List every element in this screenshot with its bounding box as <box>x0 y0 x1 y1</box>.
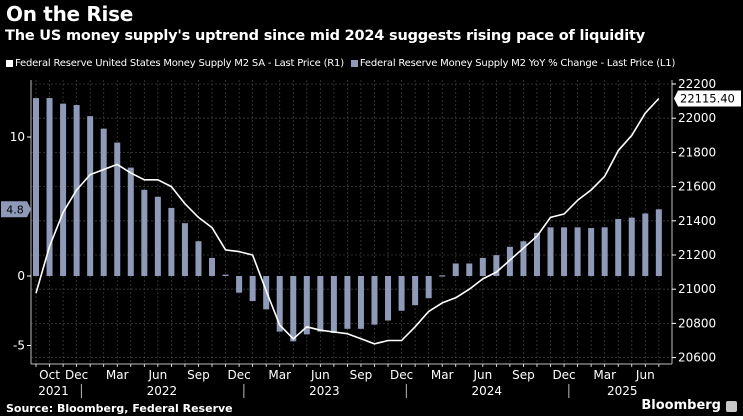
left-axis-tick-label: 10 <box>10 130 25 144</box>
bar-m2-yoy <box>344 276 351 329</box>
source-note: Source: Bloomberg, Federal Reserve <box>6 402 233 415</box>
bar-m2-yoy <box>46 98 53 276</box>
x-axis-year-label: 2021 <box>38 384 69 398</box>
right-axis-tick-label: 21800 <box>678 145 716 159</box>
brand-logo-text: Bloomberg <box>641 398 721 413</box>
legend-label: Federal Reserve Money Supply M2 YoY % Ch… <box>359 58 676 69</box>
bar-m2-yoy <box>479 257 486 276</box>
bar-m2-yoy <box>330 276 337 333</box>
bar-m2-yoy <box>357 276 364 329</box>
bar-m2-yoy <box>33 98 39 276</box>
bar-m2-yoy <box>222 274 229 276</box>
last-value-badge-right <box>674 90 741 107</box>
bar-m2-yoy <box>60 103 67 276</box>
bar-m2-yoy <box>601 227 608 276</box>
chart-subtitle: The US money supply's uptrend since mid … <box>5 28 645 44</box>
bar-m2-yoy <box>168 207 175 276</box>
bar-m2-yoy <box>615 219 622 276</box>
x-axis-month-label: Oct <box>39 368 60 382</box>
x-axis-month-label: Dec <box>552 368 575 382</box>
bar-m2-yoy <box>290 276 297 342</box>
bar-m2-yoy <box>154 196 161 276</box>
x-axis-month-label: Mar <box>593 368 616 382</box>
bar-m2-yoy <box>127 167 134 276</box>
x-axis-month-label: Jun <box>310 368 330 382</box>
bar-m2-yoy <box>303 276 310 335</box>
right-axis-tick-label: 22000 <box>678 111 716 125</box>
x-axis-month-label: Jun <box>472 368 492 382</box>
bar-m2-yoy <box>236 276 243 293</box>
x-axis-month-label: Mar <box>268 368 291 382</box>
legend: Federal Reserve United States Money Supp… <box>6 58 682 69</box>
bar-m2-yoy <box>452 263 459 276</box>
bloomberg-chart-icon <box>726 401 737 412</box>
bar-m2-yoy <box>371 276 378 325</box>
legend-label: Federal Reserve United States Money Supp… <box>15 58 344 69</box>
line-m2-level <box>35 97 660 345</box>
bar-m2-yoy <box>574 227 581 276</box>
right-axis-tick-label: 20600 <box>678 351 716 365</box>
x-axis-month-label: Dec <box>227 368 250 382</box>
bar-m2-yoy <box>642 213 649 276</box>
x-axis-year-label: 2022 <box>147 384 178 398</box>
right-axis-tick-label: 21000 <box>678 282 716 296</box>
bar-m2-yoy <box>195 241 202 276</box>
x-axis-month-label: Sep <box>187 368 210 382</box>
right-axis-tick-label: 20800 <box>678 316 716 330</box>
bar-m2-yoy <box>398 276 405 311</box>
bar-m2-yoy <box>141 189 148 276</box>
right-axis-tick-label: 21200 <box>678 248 716 262</box>
bar-m2-yoy <box>547 227 554 276</box>
bar-m2-yoy <box>655 209 662 276</box>
bar-m2-yoy <box>209 257 216 276</box>
bar-m2-yoy <box>466 263 473 276</box>
right-axis-tick-label: 21400 <box>678 214 716 228</box>
bar-m2-yoy <box>100 128 107 276</box>
legend-item-m2-level: Federal Reserve United States Money Supp… <box>6 58 344 69</box>
left-axis-tick-label: -5 <box>13 339 25 353</box>
x-axis-year-label: 2025 <box>607 384 638 398</box>
bar-m2-yoy <box>425 276 432 299</box>
bar-m2-yoy <box>588 228 595 276</box>
x-axis-month-label: Dec <box>65 368 88 382</box>
bar-m2-yoy <box>87 116 94 277</box>
x-axis-month-label: Dec <box>390 368 413 382</box>
bar-m2-yoy <box>493 255 500 276</box>
x-axis-month-label: Sep <box>512 368 535 382</box>
bar-m2-yoy <box>506 246 513 276</box>
x-axis-month-label: Mar <box>106 368 129 382</box>
bar-m2-yoy <box>520 241 527 276</box>
bar-m2-yoy <box>412 276 419 306</box>
last-value-badge-left <box>1 201 31 218</box>
bar-m2-yoy <box>317 276 324 332</box>
x-axis-month-label: Sep <box>350 368 373 382</box>
bar-m2-yoy <box>628 217 635 276</box>
legend-item-m2-yoy: Federal Reserve Money Supply M2 YoY % Ch… <box>350 58 676 69</box>
x-axis-month-label: Jun <box>147 368 167 382</box>
bar-m2-yoy <box>533 232 540 276</box>
legend-swatch-bar <box>350 60 358 67</box>
bar-m2-yoy <box>439 275 446 277</box>
x-axis-year-label: 2024 <box>472 384 503 398</box>
left-axis-tick-label: 0 <box>17 269 25 283</box>
bar-m2-yoy <box>276 276 283 332</box>
bar-m2-yoy <box>561 227 568 276</box>
last-value-label-left: 4.8 <box>6 203 24 216</box>
x-axis-month-label: Jun <box>635 368 655 382</box>
chart-title: On the Rise <box>6 2 133 26</box>
bar-m2-yoy <box>385 276 392 321</box>
legend-swatch-line <box>6 60 13 67</box>
x-axis-month-label: Mar <box>431 368 454 382</box>
right-axis-tick-label: 22200 <box>678 77 716 91</box>
right-axis-tick-label: 21600 <box>678 180 716 194</box>
last-value-label-right: 22115.40 <box>680 91 735 105</box>
bar-m2-yoy <box>114 142 121 276</box>
bar-m2-yoy <box>249 276 256 302</box>
bar-m2-yoy <box>181 223 188 276</box>
x-axis-year-label: 2023 <box>309 384 340 398</box>
